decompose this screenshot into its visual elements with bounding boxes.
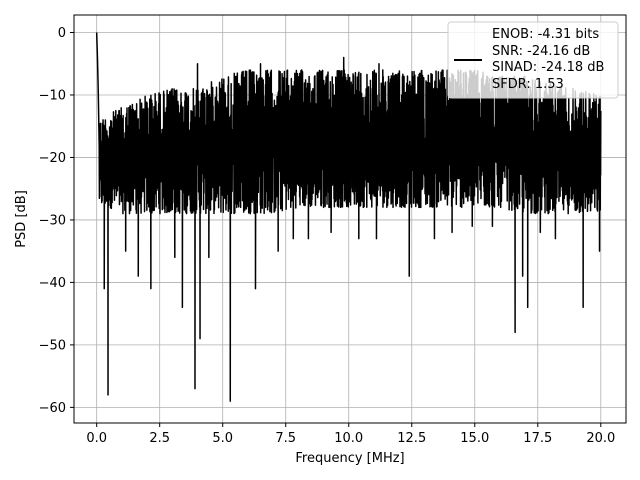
- x-tick-label: 0.0: [86, 431, 107, 446]
- x-tick-label: 12.5: [397, 431, 426, 446]
- y-tick-label: 0: [58, 26, 66, 41]
- y-tick-label: −40: [39, 276, 66, 291]
- y-tick-label: −60: [39, 401, 66, 416]
- x-tick-label: 10.0: [334, 431, 363, 446]
- x-tick-label: 5.0: [212, 431, 233, 446]
- psd-series-line: [95, 32, 602, 402]
- y-tick-label: −50: [39, 338, 66, 353]
- y-axis-label: PSD [dB]: [14, 190, 29, 248]
- x-tick-label: 7.5: [275, 431, 296, 446]
- x-axis-label: Frequency [MHz]: [295, 451, 404, 466]
- legend-sfdr: SFDR: 1.53: [492, 77, 564, 92]
- ticks-layer: 0.0 2.5 5.0 7.5 10.0 12.5 15.0 17.5 20.0 0 −10 −20 −…: [39, 26, 616, 446]
- x-tick-label: 2.5: [149, 431, 170, 446]
- y-tick-label: −30: [39, 213, 66, 228]
- plot-frame: [73, 14, 627, 424]
- legend-sinad: SINAD: -24.18 dB: [492, 60, 604, 75]
- legend-box: [447, 21, 619, 99]
- data-layer: [95, 32, 602, 402]
- legend-enob: ENOB: -4.31 bits: [492, 27, 599, 42]
- y-tick-label: −20: [39, 151, 66, 166]
- x-tick-label: 20.0: [586, 431, 615, 446]
- y-tick-label: −10: [39, 88, 66, 103]
- x-tick-label: 15.0: [460, 431, 489, 446]
- x-tick-label: 17.5: [523, 431, 552, 446]
- legend-snr: SNR: -24.16 dB: [492, 44, 590, 59]
- legend: ENOB: -4.31 bits SNR: -24.16 dB SINAD: -…: [447, 21, 619, 99]
